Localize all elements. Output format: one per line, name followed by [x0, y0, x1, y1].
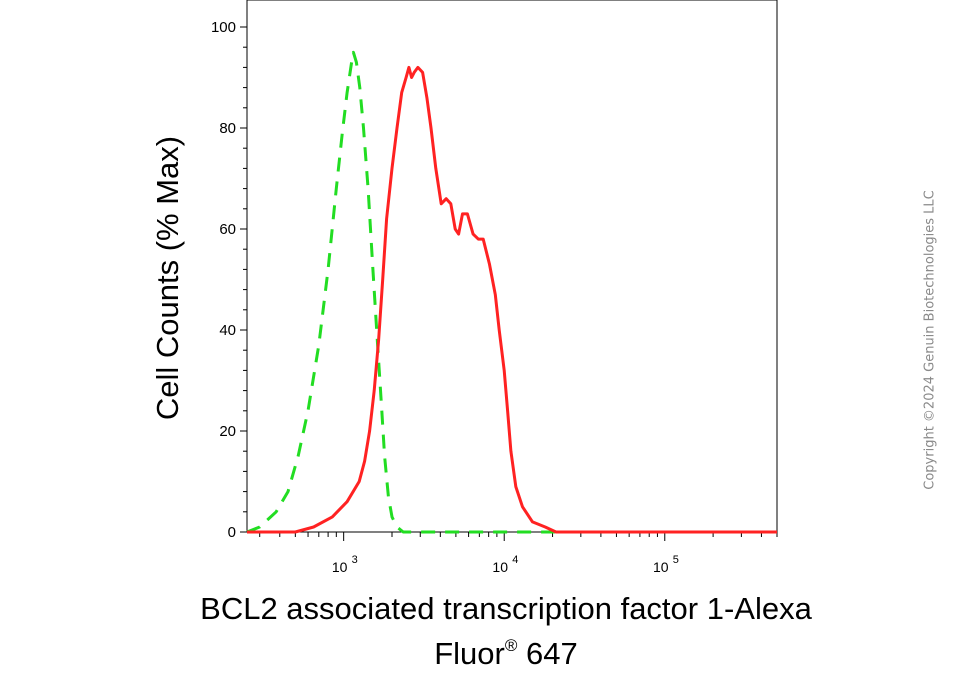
registered-mark: ®: [504, 636, 518, 655]
y-tick-label: 0: [228, 524, 236, 541]
series-group: [246, 50, 777, 534]
copyright-watermark: Copyright ©2024 Genuin Biotechnologies L…: [922, 190, 938, 490]
y-axis: 0 20 40 60 80 100: [211, 19, 247, 541]
y-tick-label: 60: [219, 221, 236, 238]
y-axis-label: Cell Counts (% Max): [150, 135, 185, 421]
x-tick-exponent: 3: [352, 554, 358, 566]
sample-line: [247, 65, 777, 534]
x-axis: 10 3 10 4 10 5: [259, 532, 778, 575]
x-tick-label: 10: [653, 559, 669, 575]
y-tick-label: 40: [219, 322, 236, 339]
x-axis-label-fluor: Fluor: [434, 636, 505, 671]
y-tick-label: 100: [211, 19, 236, 36]
x-tick-exponent: 4: [512, 554, 518, 566]
y-tick-label: 20: [219, 423, 236, 440]
plot-frame: [246, 0, 778, 533]
isotype-control-line: [246, 50, 777, 534]
x-tick-label: 10: [492, 559, 508, 575]
x-axis-label-line1: BCL2 associated transcription factor 1-A…: [200, 591, 812, 626]
x-axis-label: BCL2 associated transcription factor 1-A…: [126, 590, 886, 672]
x-axis-label-line2: Fluor® 647: [126, 627, 886, 672]
x-axis-label-number: 647: [517, 636, 578, 671]
x-tick-label: 10: [332, 559, 348, 575]
y-tick-label: 80: [219, 120, 236, 137]
x-tick-exponent: 5: [673, 554, 679, 566]
